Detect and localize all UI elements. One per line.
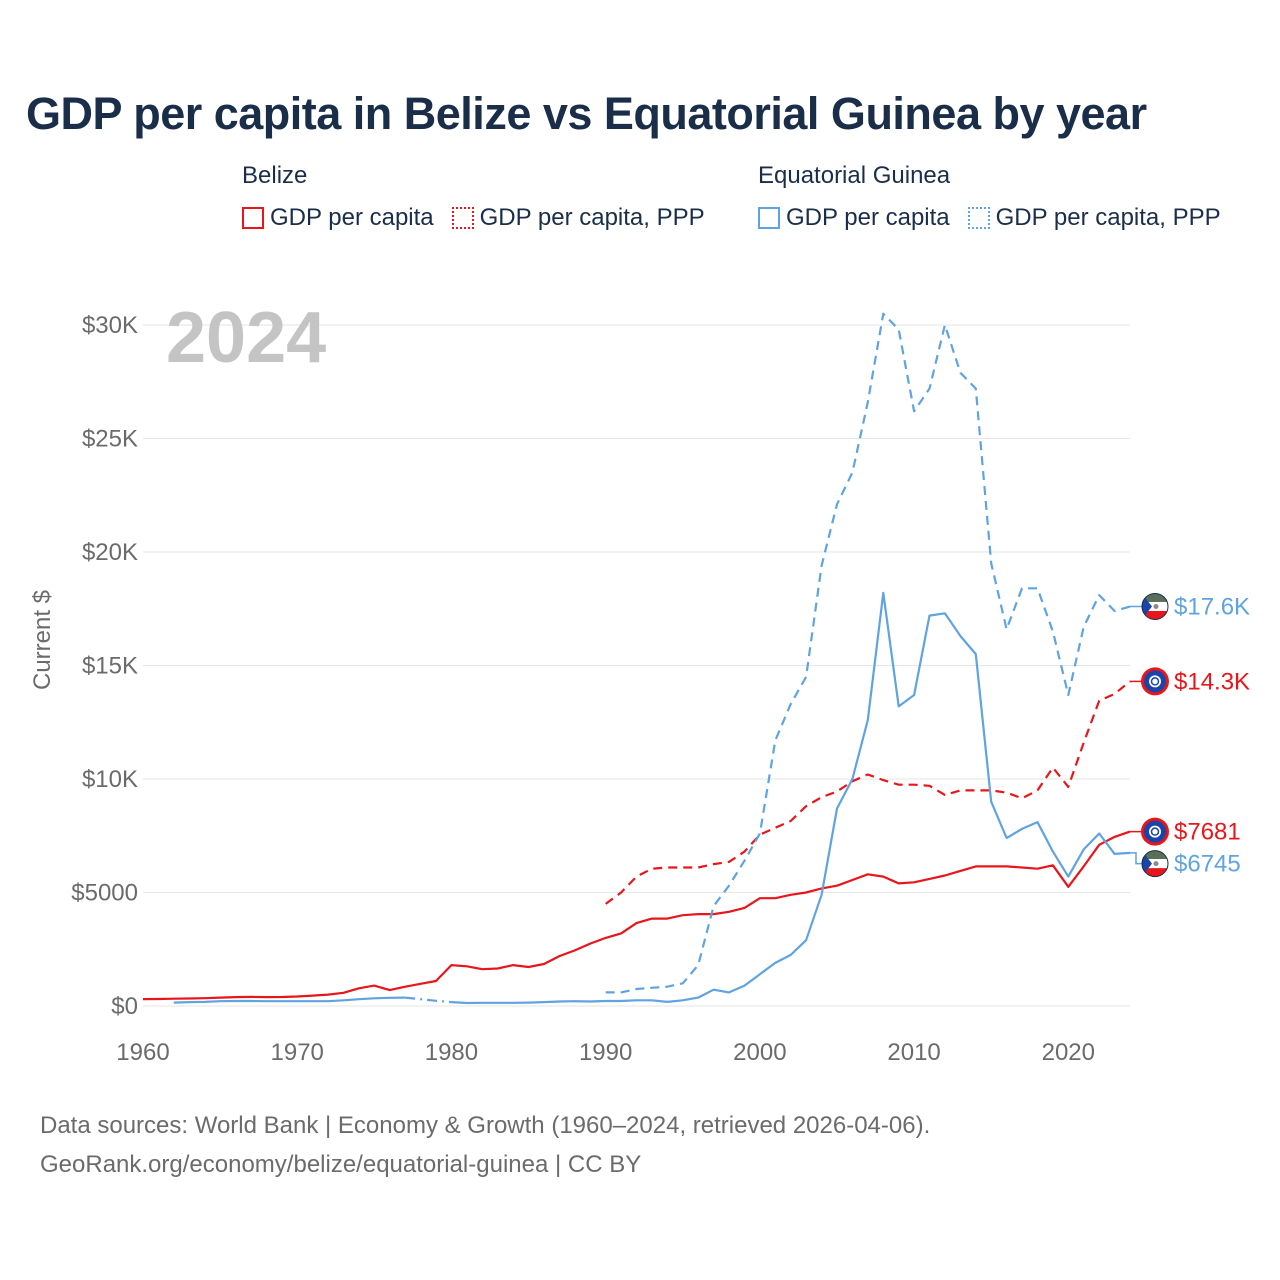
source-link[interactable]: GeoRank.org/economy/belize/equatorial-gu… xyxy=(40,1151,642,1178)
x-tick-label: 2000 xyxy=(733,1039,786,1066)
y-axis-title: Current $ xyxy=(29,590,56,690)
dotted-line-swatch-icon xyxy=(451,207,474,229)
series-line xyxy=(173,996,406,1004)
legend-group-belize: Belize GDP per capita GDP per capita, PP… xyxy=(242,162,705,232)
end-value-label: $7681 xyxy=(1174,819,1241,846)
x-tick-label: 1970 xyxy=(271,1039,324,1066)
line-chart: $0 $5000 $10K $15K $20K $25K $30K 1960 1970 1980… xyxy=(29,298,1250,1066)
legend-item-label: GDP per capita xyxy=(786,204,950,231)
end-value-label: $17.6K xyxy=(1174,593,1250,620)
y-tick-label: $15K xyxy=(82,653,138,680)
legend-item-label: GDP per capita, PPP xyxy=(995,204,1221,231)
equatorial-guinea-flag-icon xyxy=(1141,850,1169,878)
legend-item-label: GDP per capita, PPP xyxy=(479,204,705,231)
legend-item-eq-guinea-gdp[interactable]: GDP per capita xyxy=(758,204,950,232)
belize-flag-icon xyxy=(1141,667,1169,696)
y-tick-label: $5000 xyxy=(71,880,138,907)
legend-item-belize-gdp-ppp[interactable]: GDP per capita, PPP xyxy=(451,204,705,232)
y-tick-label: $30K xyxy=(82,312,138,339)
data-sources-text: Data sources: World Bank | Economy & Gro… xyxy=(40,1112,931,1139)
y-tick-label: $0 xyxy=(111,993,138,1020)
equatorial-guinea-flag-icon xyxy=(1141,592,1169,620)
series-line xyxy=(142,830,1131,1001)
legend-group-equatorial-guinea: Equatorial Guinea GDP per capita GDP per… xyxy=(758,162,1221,232)
y-axis: $0 $5000 $10K $15K $20K $25K $30K xyxy=(71,312,138,1020)
legend-group-label: Equatorial Guinea xyxy=(758,162,951,189)
series-line xyxy=(451,591,1131,1005)
x-axis: 1960 1970 1980 1990 2000 2010 2020 xyxy=(116,1039,1095,1066)
end-value-label: $6745 xyxy=(1174,851,1241,878)
solid-line-swatch-icon xyxy=(242,207,264,229)
series-line xyxy=(605,680,1131,905)
solid-line-swatch-icon xyxy=(758,207,780,229)
y-tick-label: $25K xyxy=(82,426,138,453)
footer: Data sources: World Bank | Economy & Gro… xyxy=(40,1106,930,1184)
grid-lines xyxy=(143,324,1130,1007)
end-labels: $17.6K $14.3K $7681 $6745 xyxy=(1130,592,1250,878)
x-tick-label: 1990 xyxy=(579,1039,632,1066)
dotted-line-swatch-icon xyxy=(967,207,990,229)
chart-title: GDP per capita in Belize vs Equatorial G… xyxy=(26,88,1147,139)
legend-item-label: GDP per capita xyxy=(270,204,434,231)
end-value-label: $14.3K xyxy=(1174,668,1250,695)
x-tick-label: 2020 xyxy=(1042,1039,1095,1066)
end-label-leader xyxy=(1130,852,1142,865)
belize-flag-icon xyxy=(1141,817,1169,846)
series-line-gap xyxy=(405,996,452,1004)
x-tick-label: 2010 xyxy=(887,1039,940,1066)
legend-group-label: Belize xyxy=(242,162,308,189)
series-lines xyxy=(142,312,1131,1005)
x-tick-label: 1960 xyxy=(116,1039,169,1066)
legend-item-belize-gdp[interactable]: GDP per capita xyxy=(242,204,434,232)
y-tick-label: $10K xyxy=(82,766,138,793)
year-watermark: 2024 xyxy=(166,298,326,378)
legend-item-eq-guinea-gdp-ppp[interactable]: GDP per capita, PPP xyxy=(967,204,1221,232)
x-tick-label: 1980 xyxy=(425,1039,478,1066)
y-tick-label: $20K xyxy=(82,539,138,566)
series-line xyxy=(605,312,1131,994)
